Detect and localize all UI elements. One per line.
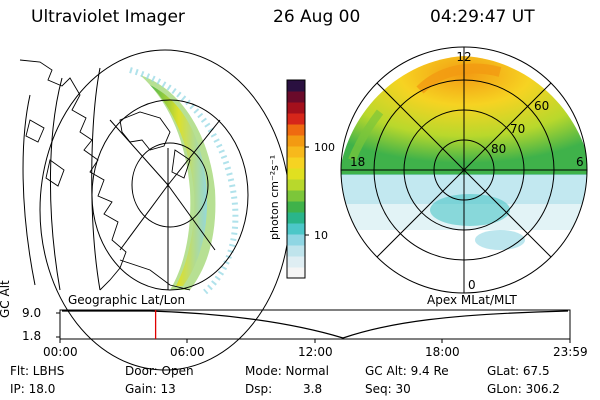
colorbar-segment: [287, 179, 305, 191]
dsp-label: Dsp:: [245, 382, 273, 396]
polar-grid: [340, 46, 588, 294]
gain-info: Gain: 13: [125, 382, 176, 396]
colorbar-segment: [287, 212, 305, 224]
colorbar: 100 10 photon cm⁻²s⁻¹: [268, 79, 335, 279]
colorbar-segment: [287, 80, 305, 92]
gc-alt-info: GC Alt: 9.4 Re: [365, 364, 449, 378]
colorbar-segment: [287, 267, 305, 279]
geographic-map: [19, 49, 291, 371]
alt-xtick-0600: 06:00: [170, 345, 205, 359]
colorbar-segment: [287, 113, 305, 125]
polar-map: 12 18 6 0 60 70 80: [340, 46, 588, 294]
mlat-label-60: 60: [534, 99, 549, 113]
mode-info: Mode: Normal: [245, 364, 329, 378]
altitude-plot: [56, 309, 571, 343]
alt-ytick-9: 9.0: [22, 306, 42, 320]
colorbar-segment: [287, 146, 305, 158]
colorbar-tick-10: 10: [314, 229, 328, 242]
colorbar-segment: [287, 157, 305, 169]
alt-xtick-1800: 18:00: [425, 345, 460, 359]
alt-xtick-0000: 00:00: [43, 345, 78, 359]
alt-ylabel: GC Alt: [0, 280, 12, 318]
ip-info: IP: 18.0: [10, 382, 56, 396]
colorbar-segment: [287, 91, 305, 103]
x-ticks: [56, 312, 571, 343]
colorbar-segment: [287, 256, 305, 268]
colorbar-segment: [287, 124, 305, 136]
mlat-label-70: 70: [510, 122, 525, 136]
instrument-title: Ultraviolet Imager: [31, 7, 185, 27]
mlat-label-80: 80: [491, 142, 506, 156]
seq-info: Seq: 30: [365, 382, 411, 396]
colorbar-tick-100: 100: [314, 141, 335, 154]
geographic-caption: Geographic Lat/Lon: [68, 293, 186, 307]
altitude-curve: [62, 310, 569, 339]
mlt-label-18: 18: [350, 155, 365, 169]
mlt-label-0: 0: [468, 278, 476, 292]
colorbar-segment: [287, 223, 305, 235]
alt-ytick-1-8: 1.8: [22, 329, 42, 343]
coastlines: [19, 59, 191, 291]
colorbar-segment: [287, 201, 305, 213]
colorbar-segment: [287, 190, 305, 202]
filter-info: Flt: LBHS: [10, 364, 65, 378]
colorbar-segment: [287, 234, 305, 246]
mlt-label-6: 6: [576, 155, 584, 169]
colorbar-segment: [287, 102, 305, 114]
colorbar-unit-label: photon cm⁻²s⁻¹: [268, 155, 281, 240]
colorbar-segment: [287, 245, 305, 257]
door-info: Door: Open: [125, 364, 194, 378]
auroral-oval-left: [129, 67, 239, 295]
dsp-value: 3.8: [303, 382, 323, 396]
mlt-label-12: 12: [456, 50, 471, 64]
colorbar-segment: [287, 168, 305, 180]
observation-date: 26 Aug 00: [273, 7, 361, 27]
alt-xtick-1200: 12:00: [298, 345, 333, 359]
alt-xtick-2359: 23:59: [553, 345, 588, 359]
apex-caption: Apex MLat/MLT: [427, 293, 517, 307]
geographic-grid: [22, 49, 291, 371]
observation-time: 04:29:47 UT: [430, 7, 535, 27]
glon-info: GLon: 306.2: [487, 382, 560, 396]
colorbar-segment: [287, 135, 305, 147]
glat-info: GLat: 67.5: [487, 364, 550, 378]
